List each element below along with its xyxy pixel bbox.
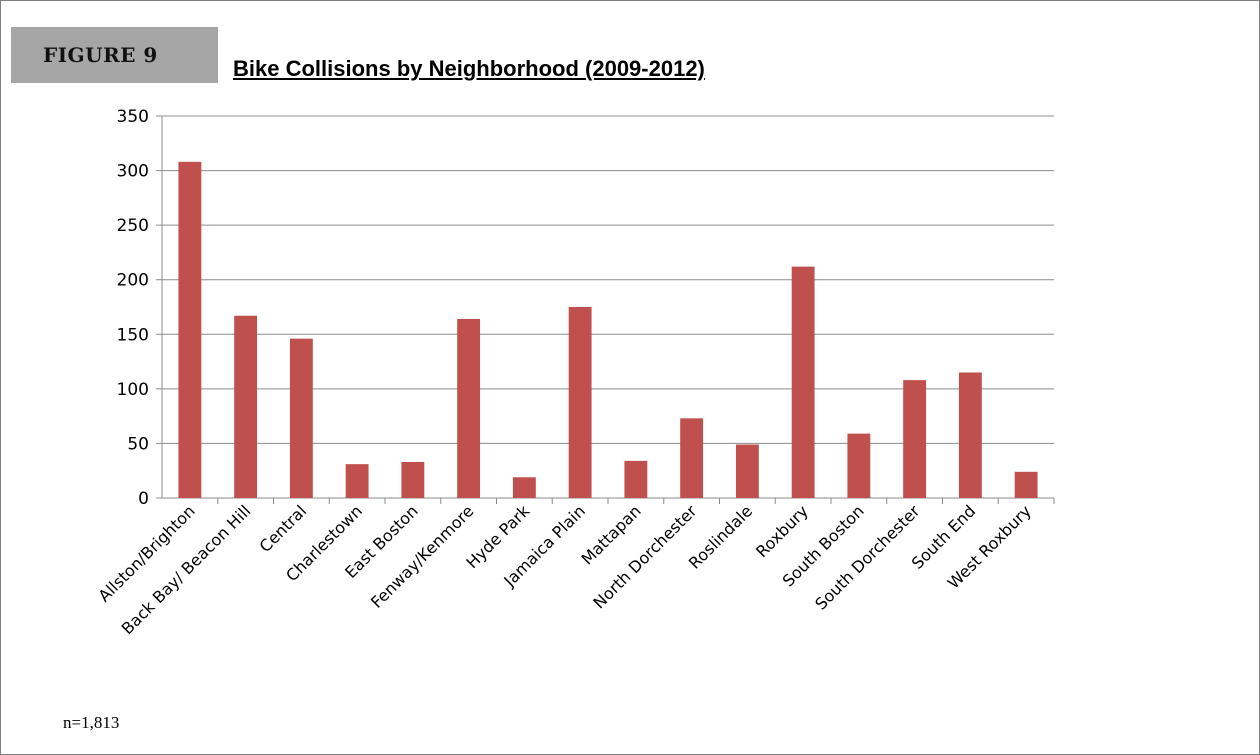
y-tick-labels: 0 50 100 150 200 250 300 350 <box>117 107 149 509</box>
y-tick-label: 200 <box>117 271 149 291</box>
bar <box>568 307 592 498</box>
bar <box>401 461 425 498</box>
bar <box>735 444 759 498</box>
sample-size-note: n=1,813 <box>63 713 120 732</box>
bar <box>791 266 815 498</box>
y-tick-label: 250 <box>117 216 149 236</box>
bar <box>680 418 704 498</box>
bar <box>512 477 536 498</box>
bar <box>903 380 927 498</box>
bar <box>178 161 202 498</box>
y-tick-label: 300 <box>117 162 149 182</box>
x-tick-label: Fenway/Kenmore <box>367 501 477 611</box>
bar <box>457 319 481 498</box>
bar <box>624 460 648 498</box>
y-tick-label: 100 <box>117 380 149 400</box>
bar <box>847 433 871 498</box>
y-tick-label: 150 <box>117 325 149 345</box>
y-tick-label: 350 <box>117 107 149 127</box>
chart-title: Bike Collisions by Neighborhood (2009-20… <box>233 56 705 81</box>
bar <box>345 464 369 498</box>
y-tick-label: 0 <box>138 489 149 509</box>
bar <box>289 338 313 498</box>
x-tick-label: South Dorchester <box>811 501 924 614</box>
bar <box>1014 471 1038 498</box>
x-tick-label: Central <box>256 501 311 556</box>
bar <box>958 372 982 498</box>
y-tick-label: 50 <box>127 434 149 454</box>
x-tick-label: Allston/Brighton <box>95 501 199 605</box>
figure-label: FIGURE 9 <box>11 27 218 83</box>
bar <box>234 315 258 498</box>
bars <box>178 161 1038 498</box>
x-tick-label: North Dorchester <box>589 501 700 612</box>
